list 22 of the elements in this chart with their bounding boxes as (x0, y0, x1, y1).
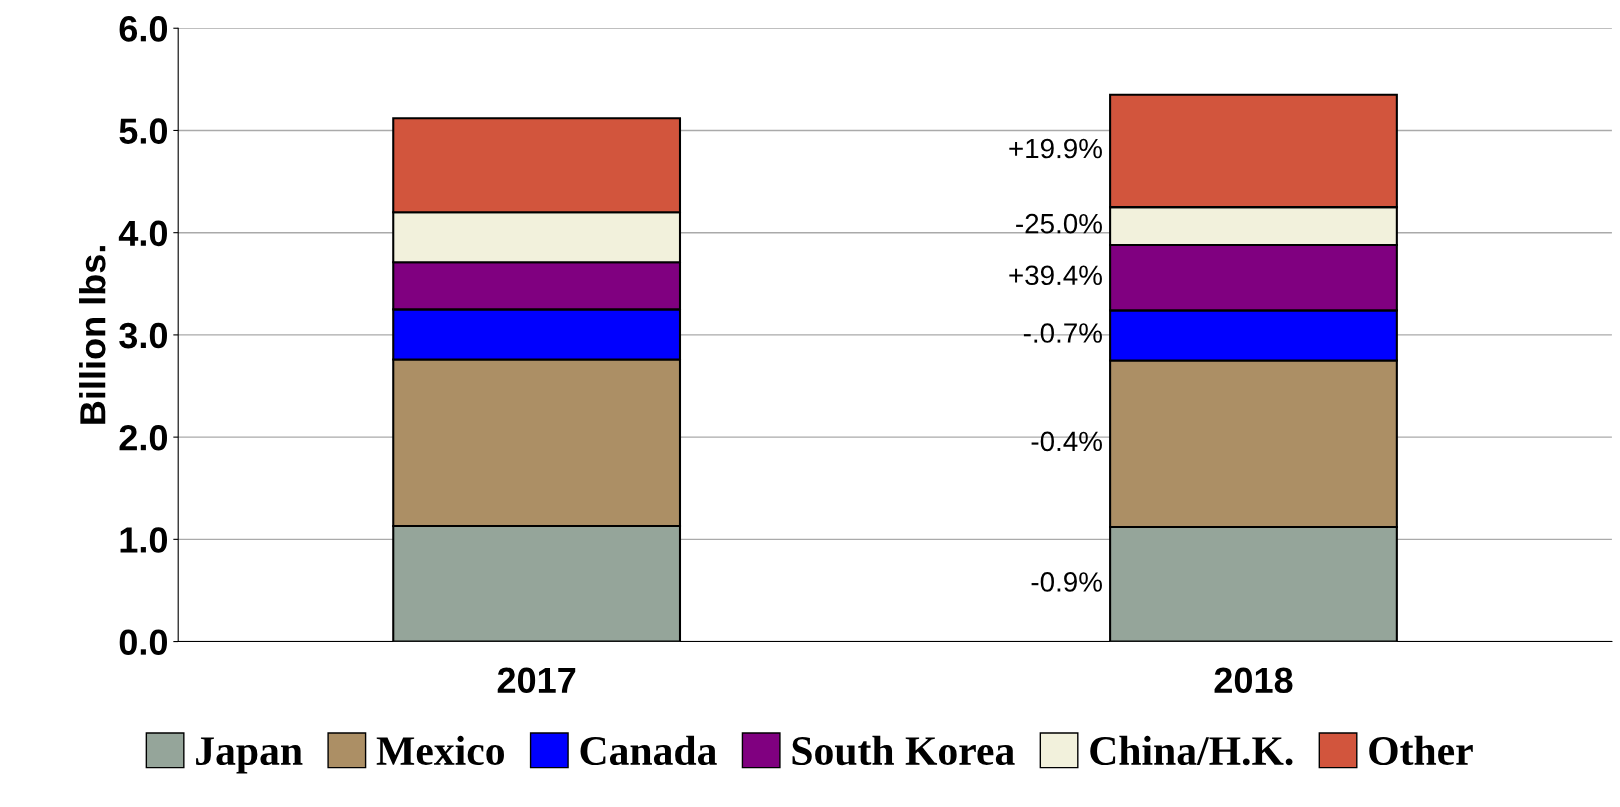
legend-label: Canada (580, 735, 717, 766)
annotation: +39.4% (1009, 265, 1102, 286)
legend-label: Other (1369, 735, 1473, 766)
annotation: -.0.7% (1023, 323, 1102, 343)
legend-label: Japan (196, 737, 303, 774)
x-tick-label: 2017 (497, 667, 576, 694)
annotation: +19.9% (1009, 138, 1102, 159)
y-tick-label: 5.0 (119, 118, 167, 144)
y-tick-label: 6.0 (119, 16, 167, 42)
legend-label: Mexico (376, 735, 504, 766)
annotation: -25.0% (1016, 213, 1102, 234)
y-tick-label: 2.0 (119, 424, 167, 451)
y-tick-label: 3.0 (119, 322, 167, 349)
annotation: -0.4% (1031, 431, 1102, 452)
y-tick-label: 4.0 (118, 220, 167, 247)
legend-label: China/H.K. (1090, 735, 1293, 766)
x-tick-label: 2018 (1214, 667, 1293, 694)
y-tick-label: 0.0 (119, 629, 167, 656)
legend-label: South Korea (792, 735, 1015, 766)
y-tick-label: 1.0 (120, 527, 167, 553)
annotation: -0.9% (1031, 572, 1102, 592)
y-axis-title: Billion lbs. (79, 246, 106, 424)
